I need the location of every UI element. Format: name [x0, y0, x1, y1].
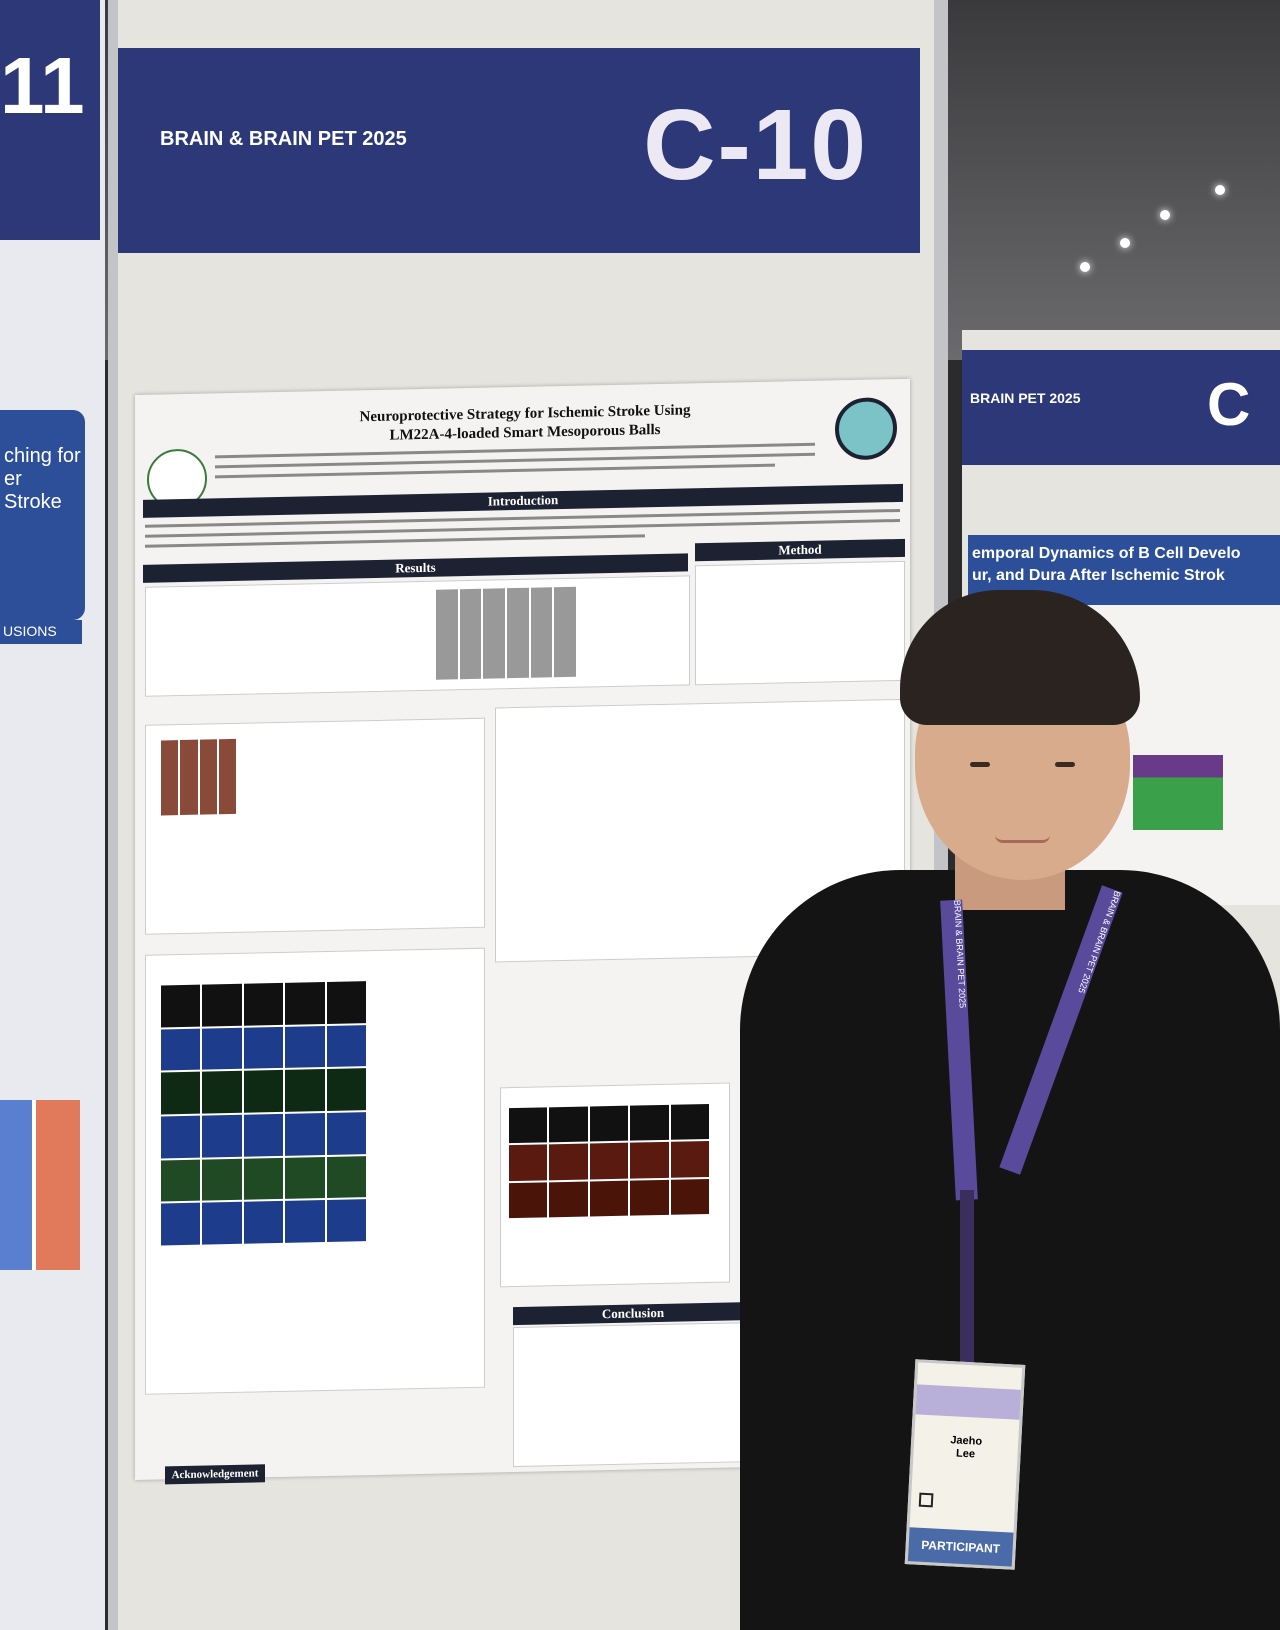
left-poster-title-line: ching for — [4, 445, 81, 467]
ceiling-light — [1080, 262, 1090, 272]
left-poster-chart — [0, 1100, 80, 1270]
mouth — [995, 835, 1050, 843]
eye — [970, 762, 990, 767]
left-booth-number: 11 — [0, 41, 85, 130]
ceiling-light — [1215, 185, 1225, 195]
poster-title: Neuroprotective Strategy for Ischemic St… — [285, 400, 765, 448]
left-poster-section: USIONS — [0, 620, 82, 644]
results-figure-1 — [145, 575, 690, 697]
results-figure-2 — [145, 717, 485, 935]
qr-code-icon — [918, 1492, 934, 1508]
badge-header — [915, 1384, 1021, 1420]
ceiling-light — [1160, 210, 1170, 220]
eye — [1055, 762, 1075, 767]
badge-role: PARTICIPANT — [907, 1527, 1014, 1567]
section-conclusion: Conclusion — [513, 1302, 753, 1326]
event-logo: BRAIN & BRAIN PET 2025 — [160, 128, 407, 150]
method-figure — [695, 560, 905, 686]
right-booth-number: C — [1207, 371, 1251, 438]
right-booth-header: BRAIN PET 2025 C — [962, 350, 1280, 465]
main-booth-header: BRAIN & BRAIN PET 2025 C-10 — [118, 48, 920, 253]
ceiling-light — [1120, 238, 1130, 248]
left-poster-title: ching for er Stroke — [0, 410, 85, 620]
right-event-logo: BRAIN PET 2025 — [970, 390, 1081, 406]
right-poster-title-line: ur, and Dura After Ischemic Strok — [972, 567, 1225, 584]
left-booth: 11 ching for er Stroke USIONS — [0, 0, 105, 1630]
left-booth-header: 11 — [0, 0, 100, 240]
results-figure-5 — [500, 1082, 730, 1288]
booth-number: C-10 — [643, 89, 868, 201]
section-method: Method — [695, 538, 905, 562]
results-figure-4 — [145, 947, 485, 1395]
right-poster-chart — [1133, 755, 1223, 830]
name-badge: Jaeho Lee PARTICIPANT — [904, 1359, 1026, 1570]
lanyard-strap — [960, 1190, 974, 1365]
section-acknowledgement: Acknowledgement — [165, 1464, 265, 1485]
badge-name: Jaeho Lee — [913, 1432, 1018, 1463]
intro-text-line — [145, 534, 645, 548]
right-poster-title-line: emporal Dynamics of B Cell Develo — [972, 545, 1241, 562]
conclusion-figure — [513, 1322, 753, 1468]
left-poster-title-line: er Stroke — [4, 468, 62, 513]
lab-logo — [835, 397, 897, 461]
